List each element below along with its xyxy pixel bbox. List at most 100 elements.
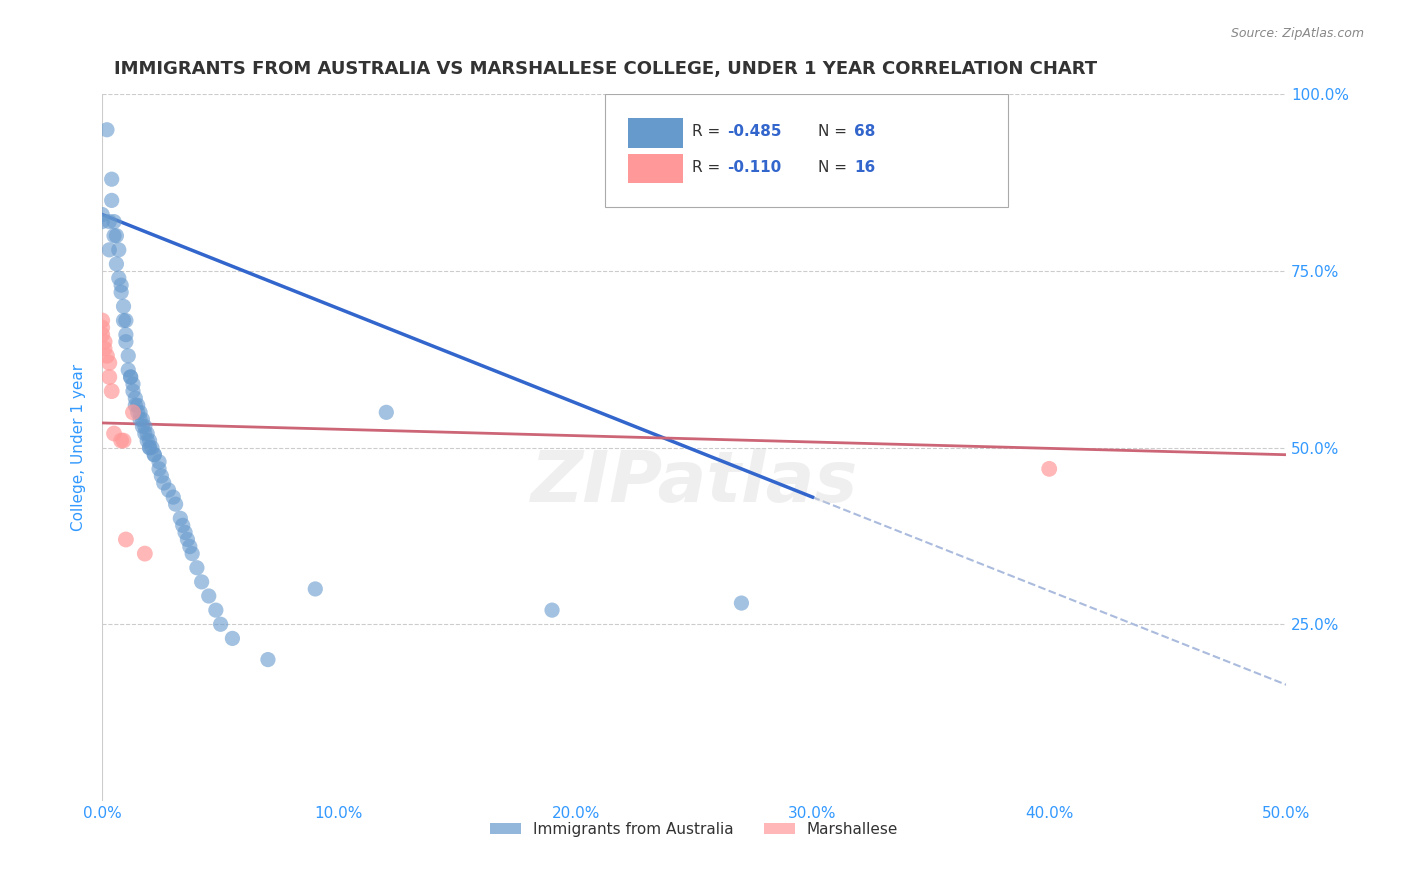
- Point: [152, 475, 174, 490]
- FancyBboxPatch shape: [606, 95, 1008, 208]
- Point: [124, 398, 146, 412]
- Text: N =: N =: [818, 124, 852, 139]
- Legend: Immigrants from Australia, Marshallese: Immigrants from Australia, Marshallese: [484, 815, 904, 843]
- Point: [96, 122, 118, 136]
- Point: [110, 434, 132, 448]
- Point: [115, 327, 138, 342]
- Point: [122, 377, 145, 392]
- Point: [124, 391, 146, 405]
- Text: R =: R =: [692, 124, 725, 139]
- Point: [174, 525, 197, 540]
- Point: [257, 652, 280, 666]
- Point: [221, 632, 243, 646]
- Point: [112, 434, 135, 448]
- Point: [110, 278, 132, 293]
- Point: [131, 412, 153, 426]
- Point: [120, 370, 142, 384]
- Point: [103, 426, 125, 441]
- Point: [150, 469, 173, 483]
- Point: [122, 384, 145, 398]
- Point: [96, 349, 118, 363]
- Point: [157, 483, 180, 497]
- Text: 68: 68: [853, 124, 876, 139]
- Point: [134, 419, 156, 434]
- Point: [131, 419, 153, 434]
- Point: [98, 214, 121, 228]
- Point: [117, 363, 139, 377]
- Point: [105, 257, 128, 271]
- Text: N =: N =: [818, 160, 852, 175]
- Text: -0.110: -0.110: [727, 160, 782, 175]
- Point: [115, 334, 138, 349]
- Point: [375, 405, 398, 419]
- Point: [148, 462, 170, 476]
- FancyBboxPatch shape: [628, 153, 683, 184]
- Point: [304, 582, 326, 596]
- Point: [129, 412, 152, 426]
- Point: [112, 299, 135, 313]
- Point: [134, 426, 156, 441]
- Point: [91, 208, 114, 222]
- Text: Source: ZipAtlas.com: Source: ZipAtlas.com: [1230, 27, 1364, 40]
- Point: [165, 497, 187, 511]
- Point: [143, 448, 166, 462]
- Text: ZIPatlas: ZIPatlas: [530, 449, 858, 517]
- Point: [115, 313, 138, 327]
- Point: [148, 455, 170, 469]
- Point: [107, 271, 129, 285]
- Point: [93, 334, 115, 349]
- Point: [91, 320, 114, 334]
- Point: [181, 547, 204, 561]
- Point: [112, 313, 135, 327]
- Point: [134, 547, 156, 561]
- Point: [107, 243, 129, 257]
- Point: [186, 560, 208, 574]
- Point: [110, 285, 132, 300]
- Point: [100, 172, 122, 186]
- Point: [136, 434, 159, 448]
- Point: [138, 441, 160, 455]
- Point: [162, 490, 184, 504]
- Point: [122, 405, 145, 419]
- Point: [91, 327, 114, 342]
- Point: [105, 228, 128, 243]
- Point: [190, 574, 212, 589]
- Point: [127, 405, 149, 419]
- Point: [98, 243, 121, 257]
- Point: [169, 511, 191, 525]
- Point: [91, 313, 114, 327]
- Text: -0.485: -0.485: [727, 124, 782, 139]
- Point: [205, 603, 228, 617]
- Text: 16: 16: [853, 160, 875, 175]
- Point: [115, 533, 138, 547]
- Point: [176, 533, 198, 547]
- Point: [127, 398, 149, 412]
- Point: [138, 441, 160, 455]
- Point: [179, 540, 201, 554]
- FancyBboxPatch shape: [628, 119, 683, 148]
- Text: R =: R =: [692, 160, 730, 175]
- Point: [209, 617, 232, 632]
- Point: [129, 405, 152, 419]
- Point: [98, 356, 121, 370]
- Point: [103, 214, 125, 228]
- Point: [91, 214, 114, 228]
- Point: [117, 349, 139, 363]
- Point: [103, 228, 125, 243]
- Point: [93, 342, 115, 356]
- Point: [172, 518, 194, 533]
- Point: [120, 370, 142, 384]
- Point: [138, 434, 160, 448]
- Point: [141, 441, 163, 455]
- Point: [98, 370, 121, 384]
- Point: [197, 589, 219, 603]
- Point: [100, 194, 122, 208]
- Text: IMMIGRANTS FROM AUSTRALIA VS MARSHALLESE COLLEGE, UNDER 1 YEAR CORRELATION CHART: IMMIGRANTS FROM AUSTRALIA VS MARSHALLESE…: [114, 60, 1097, 78]
- Point: [136, 426, 159, 441]
- Point: [143, 448, 166, 462]
- Point: [100, 384, 122, 398]
- Y-axis label: College, Under 1 year: College, Under 1 year: [72, 364, 86, 532]
- Point: [730, 596, 752, 610]
- Point: [1038, 462, 1060, 476]
- Point: [541, 603, 564, 617]
